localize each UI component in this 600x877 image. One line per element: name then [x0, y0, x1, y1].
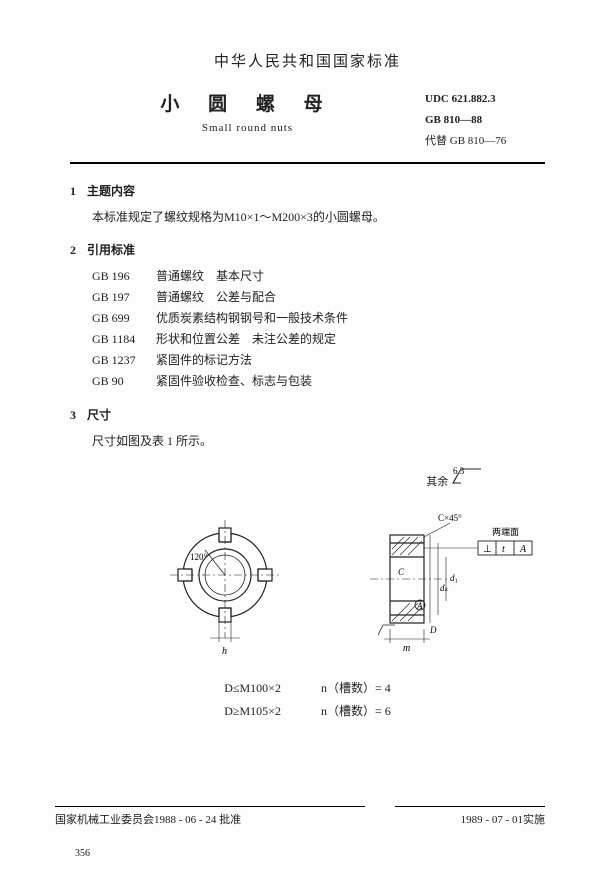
ref-desc: 优质炭素结构钢钢号和一般技术条件: [156, 308, 348, 329]
udc-code: UDC 621.882.3: [425, 89, 545, 110]
ref-desc: 普通螺纹 基本尺寸: [156, 266, 264, 287]
section-2-head: 2 引用标准: [70, 241, 545, 258]
ref-code: GB 1184: [92, 329, 156, 350]
nut-front-svg-icon: 120° h: [170, 520, 300, 660]
section-3-body: 尺寸如图及表 1 所示。: [92, 431, 545, 451]
header-rule: [70, 162, 545, 164]
ref-item: GB 699优质炭素结构钢钢号和一般技术条件: [92, 308, 545, 329]
surface-finish-note: 其余 6.3: [426, 465, 485, 489]
footer-bar: 国家机械工业委员会1988 - 06 - 24 批准 1989 - 07 - 0…: [55, 806, 545, 827]
ref-desc: 紧固件验收检查、标志与包装: [156, 371, 312, 392]
spec2-right: n（槽数）= 6: [321, 700, 391, 723]
country-title: 中华人民共和国国家标准: [70, 50, 545, 71]
spec-row-2: D≥M105×2 n（槽数）= 6: [224, 700, 390, 723]
svg-text:C×45°: C×45°: [438, 513, 462, 523]
spec1-left: D≤M100×2: [224, 677, 281, 700]
main-title: 小 圆 螺 母: [70, 89, 425, 116]
svg-text:120°: 120°: [190, 552, 208, 562]
ref-item: GB 196普通螺纹 基本尺寸: [92, 266, 545, 287]
svg-text:6.3: 6.3: [453, 466, 465, 476]
svg-text:dₖ: dₖ: [440, 583, 449, 593]
ref-desc: 紧固件的标记方法: [156, 350, 252, 371]
english-title: Small round nuts: [70, 122, 425, 134]
section-1-head: 1 主题内容: [70, 182, 545, 199]
reference-list: GB 196普通螺纹 基本尺寸 GB 197普通螺纹 公差与配合 GB 699优…: [92, 266, 545, 392]
ref-item: GB 1237紧固件的标记方法: [92, 350, 545, 371]
section-3-title: 尺寸: [87, 408, 111, 422]
svg-text:两端面: 两端面: [492, 526, 519, 537]
ref-code: GB 1237: [92, 350, 156, 371]
section-3-head: 3 尺寸: [70, 406, 545, 423]
diagram-area: 其余 6.3: [70, 465, 545, 665]
svg-text:h: h: [222, 646, 227, 657]
svg-text:A: A: [519, 544, 527, 555]
ref-code: GB 197: [92, 287, 156, 308]
ref-code: GB 196: [92, 266, 156, 287]
section-1-title: 主题内容: [87, 184, 135, 198]
header-block: 中华人民共和国国家标准 小 圆 螺 母 Small round nuts UDC…: [70, 50, 545, 152]
ref-item: GB 90紧固件验收检查、标志与包装: [92, 371, 545, 392]
spec-lines: D≤M100×2 n（槽数）= 4 D≥M105×2 n（槽数）= 6: [70, 677, 545, 723]
ref-code: GB 699: [92, 308, 156, 329]
svg-text:m: m: [403, 643, 410, 654]
svg-text:d₁: d₁: [450, 573, 458, 583]
svg-text:⊥: ⊥: [483, 544, 492, 555]
replaces-code: 代替 GB 810—76: [425, 131, 545, 152]
title-row: 小 圆 螺 母 Small round nuts UDC 621.882.3 G…: [70, 89, 545, 152]
section-1-body: 本标准规定了螺纹规格为M10×1～M200×3的小圆螺母。: [92, 207, 545, 227]
section-1-num: 1: [70, 184, 84, 199]
section-2-title: 引用标准: [87, 243, 135, 257]
ref-desc: 普通螺纹 公差与配合: [156, 287, 276, 308]
svg-text:C: C: [398, 567, 405, 577]
code-block: UDC 621.882.3 GB 810—88 代替 GB 810—76: [425, 89, 545, 152]
section-2-num: 2: [70, 243, 84, 258]
spec2-left: D≥M105×2: [224, 700, 281, 723]
footer-effective: 1989 - 07 - 01实施: [395, 806, 545, 827]
page-number: 356: [75, 848, 90, 859]
surface-finish-symbol-icon: 6.3: [451, 465, 485, 485]
svg-text:D: D: [429, 625, 437, 635]
nut-side-view: C×45° 两端面 ⊥ t A A m C d₁ dₖ D: [360, 505, 550, 665]
title-center: 小 圆 螺 母 Small round nuts: [70, 89, 425, 134]
ref-item: GB 197普通螺纹 公差与配合: [92, 287, 545, 308]
svg-text:t: t: [502, 544, 505, 555]
spec1-right: n（槽数）= 4: [321, 677, 391, 700]
section-3: 3 尺寸 尺寸如图及表 1 所示。: [70, 406, 545, 451]
ref-desc: 形状和位置公差 未注公差的规定: [156, 329, 336, 350]
ref-code: GB 90: [92, 371, 156, 392]
gb-code: GB 810—88: [425, 110, 545, 131]
svg-text:A: A: [416, 601, 423, 611]
section-1: 1 主题内容 本标准规定了螺纹规格为M10×1～M200×3的小圆螺母。: [70, 182, 545, 227]
section-3-num: 3: [70, 408, 84, 423]
surface-label: 其余: [426, 476, 448, 488]
nut-front-view: 120° h: [170, 520, 300, 660]
ref-item: GB 1184形状和位置公差 未注公差的规定: [92, 329, 545, 350]
section-2: 2 引用标准 GB 196普通螺纹 基本尺寸 GB 197普通螺纹 公差与配合 …: [70, 241, 545, 392]
nut-side-svg-icon: C×45° 两端面 ⊥ t A A m C d₁ dₖ D: [360, 505, 550, 665]
footer-approval: 国家机械工业委员会1988 - 06 - 24 批准: [55, 806, 365, 827]
spec-row-1: D≤M100×2 n（槽数）= 4: [224, 677, 390, 700]
